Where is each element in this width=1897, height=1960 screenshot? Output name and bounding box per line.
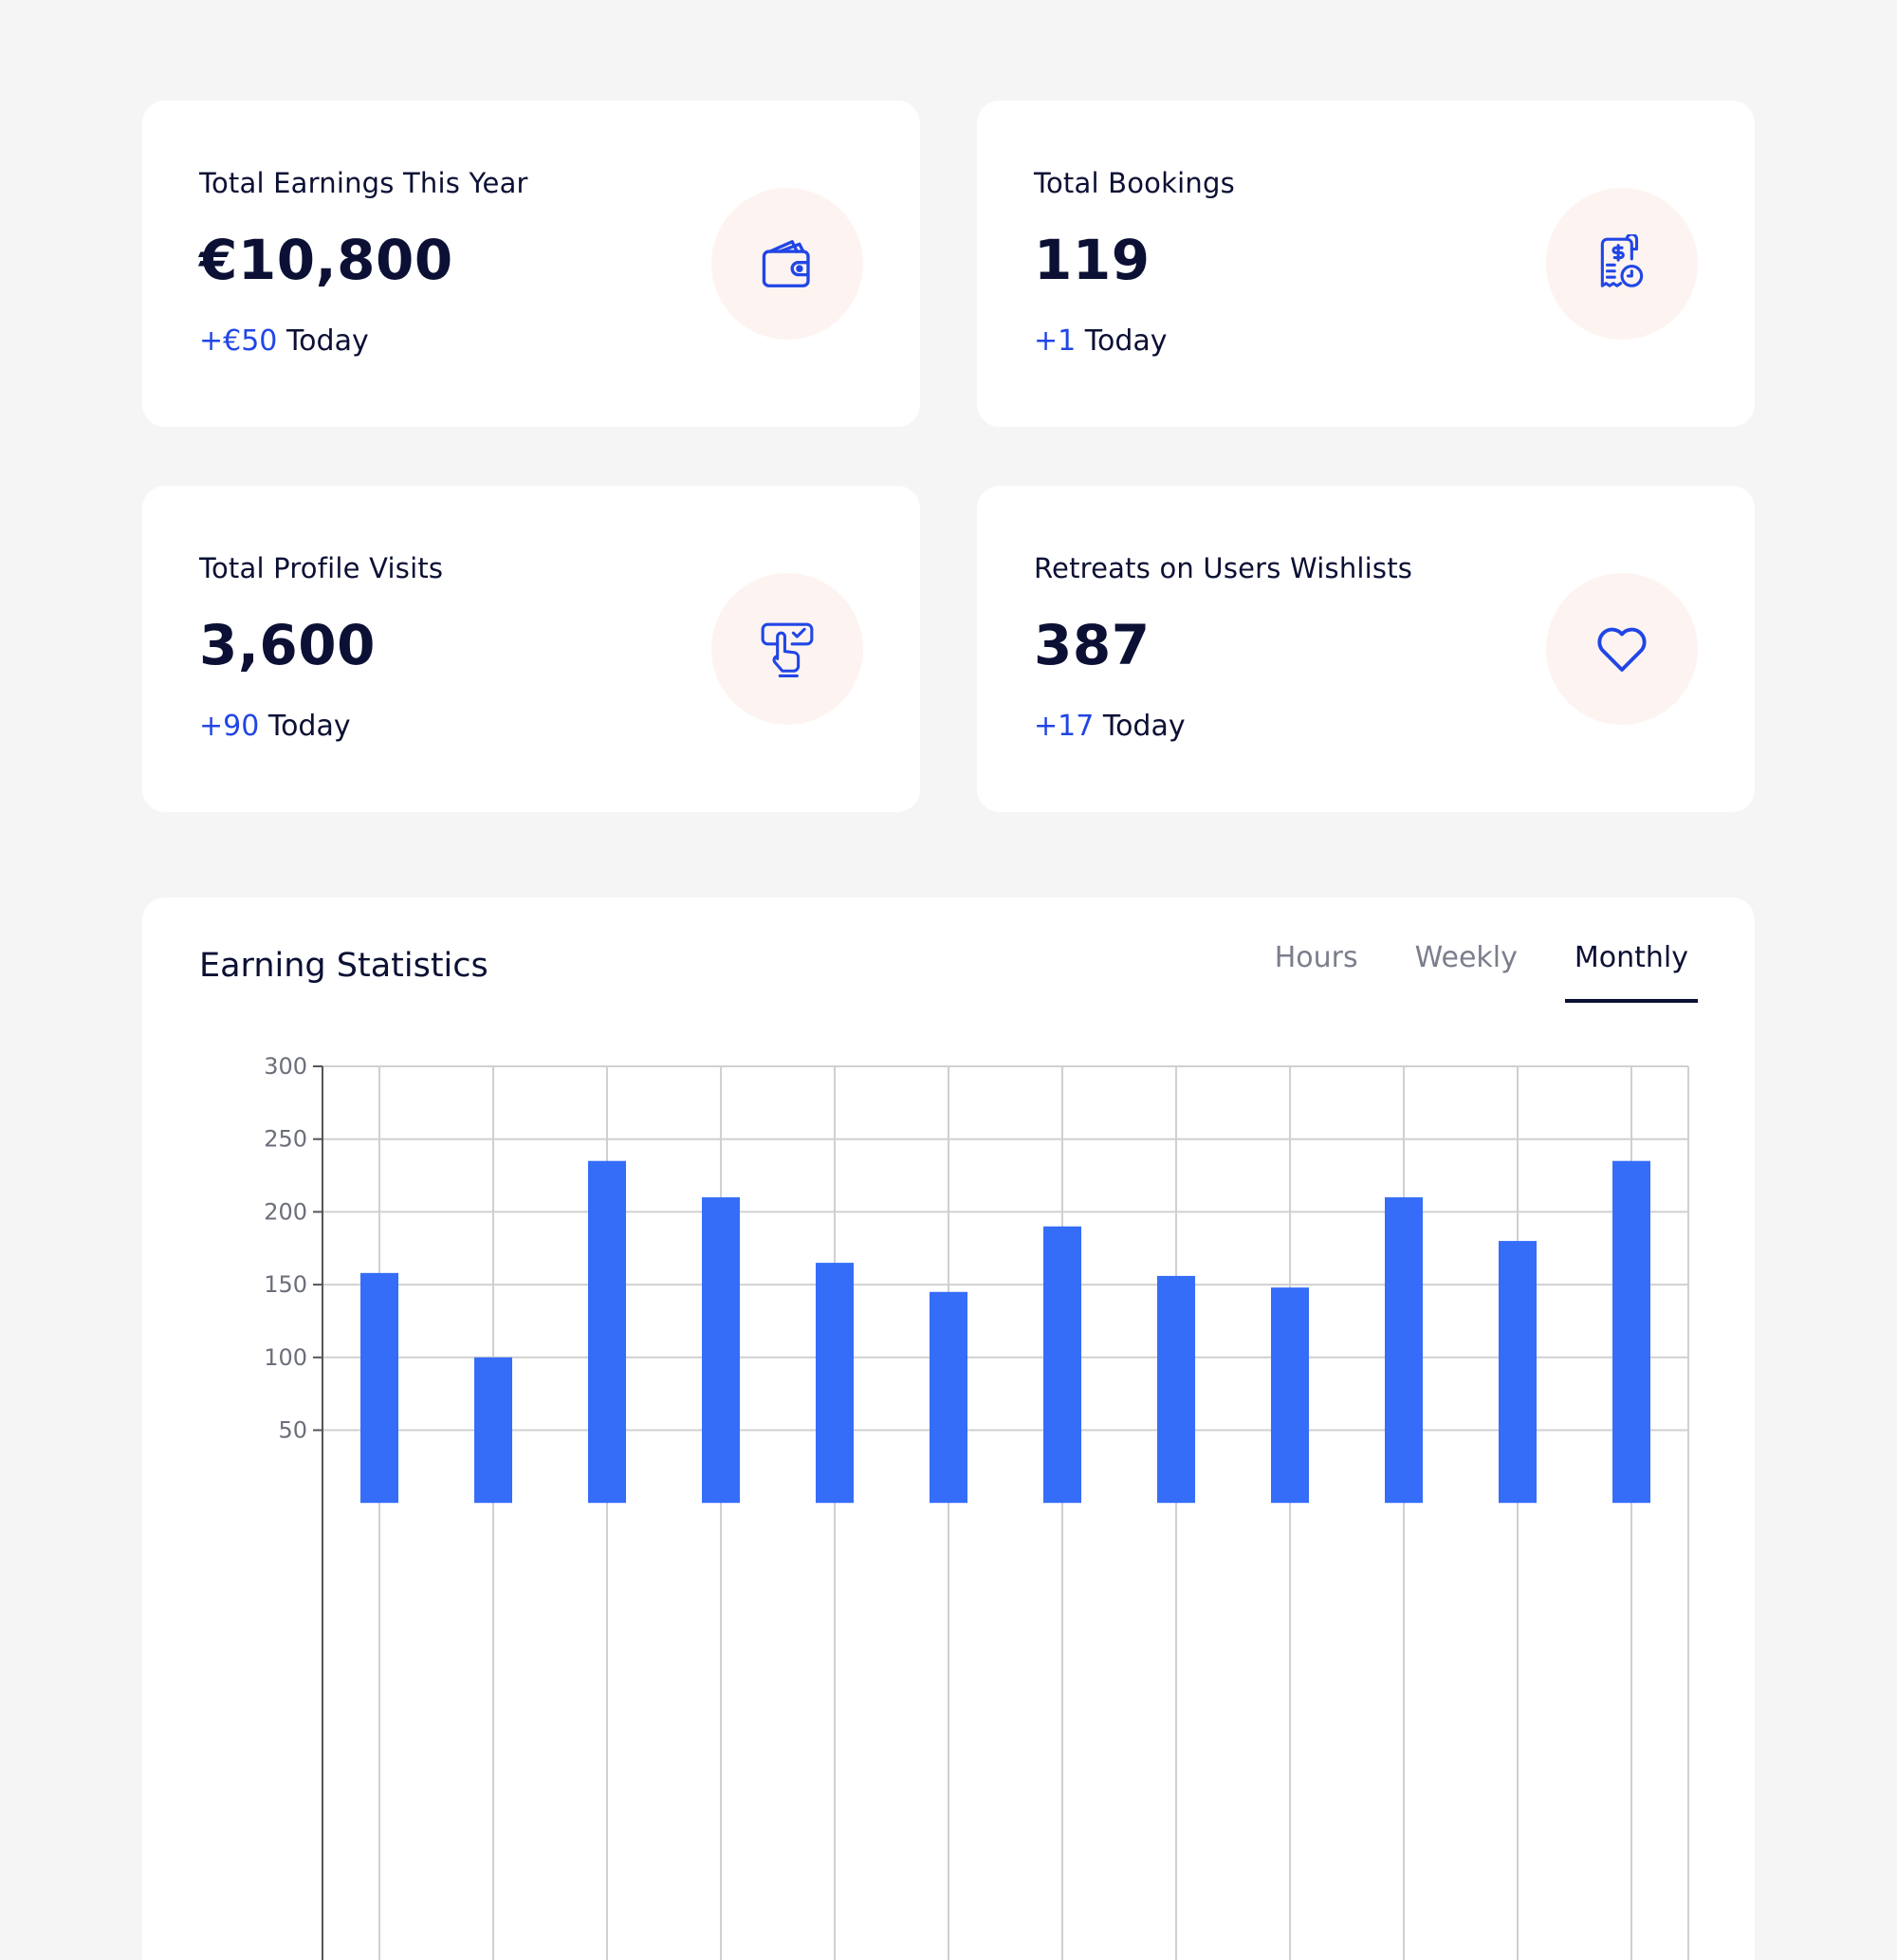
stat-title: Total Earnings This Year — [199, 167, 528, 199]
y-tick-label: 150 — [264, 1271, 307, 1298]
stat-value: 119 — [1034, 228, 1151, 292]
stat-delta-number: +€50 — [199, 324, 278, 358]
stat-delta-suffix: Today — [1094, 710, 1186, 743]
stat-delta-number: +17 — [1034, 710, 1095, 743]
stat-value: 387 — [1034, 613, 1151, 677]
earning-statistics-card: Earning Statistics Hours Weekly Monthly … — [142, 897, 1755, 1960]
stat-delta: +€50 Today — [199, 324, 369, 358]
stat-delta-suffix: Today — [1076, 324, 1168, 358]
stat-card-total-earnings: Total Earnings This Year €10,800 +€50 To… — [142, 101, 920, 427]
stat-title: Total Bookings — [1034, 167, 1235, 199]
stat-value: 3,600 — [199, 613, 376, 677]
stat-delta-suffix: Today — [259, 710, 351, 743]
earning-statistics-title: Earning Statistics — [199, 947, 488, 985]
hand-click-icon — [761, 622, 814, 677]
tab-hours[interactable]: Hours — [1274, 941, 1358, 974]
bar[interactable] — [474, 1357, 512, 1504]
stat-icon-badge — [711, 188, 863, 340]
y-tick-label: 50 — [278, 1417, 307, 1444]
stat-delta-number: +90 — [199, 710, 260, 743]
y-tick-label: 200 — [264, 1198, 307, 1225]
stat-delta: +17 Today — [1034, 710, 1186, 743]
bar[interactable] — [360, 1272, 398, 1504]
wallet-icon — [762, 240, 810, 287]
stat-card-total-bookings: Total Bookings 119 +1 Today — [977, 101, 1755, 427]
stat-card-total-profile-visits: Total Profile Visits 3,600 +90 Today — [142, 486, 920, 812]
heart-icon — [1597, 627, 1647, 672]
tab-weekly[interactable]: Weekly — [1414, 941, 1518, 974]
tab-monthly[interactable]: Monthly — [1564, 941, 1698, 1003]
stat-icon-badge — [1546, 573, 1698, 725]
stat-card-retreats-on-wishlists: Retreats on Users Wishlists 387 +17 Toda… — [977, 486, 1755, 812]
stat-title: Retreats on Users Wishlists — [1034, 552, 1413, 584]
period-tabs: Hours Weekly Monthly — [1227, 941, 1698, 1003]
stat-title: Total Profile Visits — [199, 552, 444, 584]
stat-value: €10,800 — [199, 228, 453, 292]
bar[interactable] — [588, 1160, 626, 1504]
y-tick-label: 300 — [264, 1053, 307, 1080]
bar[interactable] — [1385, 1197, 1423, 1504]
stat-icon-badge — [1546, 188, 1698, 340]
bar[interactable] — [702, 1197, 740, 1504]
bar[interactable] — [816, 1263, 854, 1504]
bar[interactable] — [1612, 1160, 1650, 1504]
receipt-clock-icon — [1600, 234, 1644, 287]
bar[interactable] — [1043, 1226, 1081, 1504]
y-tick-label: 250 — [264, 1126, 307, 1153]
stat-delta-number: +1 — [1034, 324, 1077, 358]
stat-delta: +90 Today — [199, 710, 351, 743]
stat-icon-badge — [711, 573, 863, 725]
bar[interactable] — [930, 1291, 967, 1504]
bar[interactable] — [1271, 1287, 1309, 1504]
earnings-bar-chart: 50 100 150 200 250 300 — [264, 1053, 1689, 1960]
y-tick-label: 100 — [264, 1344, 307, 1371]
bar[interactable] — [1499, 1241, 1537, 1504]
bar[interactable] — [1157, 1275, 1195, 1504]
stat-delta-suffix: Today — [277, 324, 369, 358]
stat-delta: +1 Today — [1034, 324, 1168, 358]
